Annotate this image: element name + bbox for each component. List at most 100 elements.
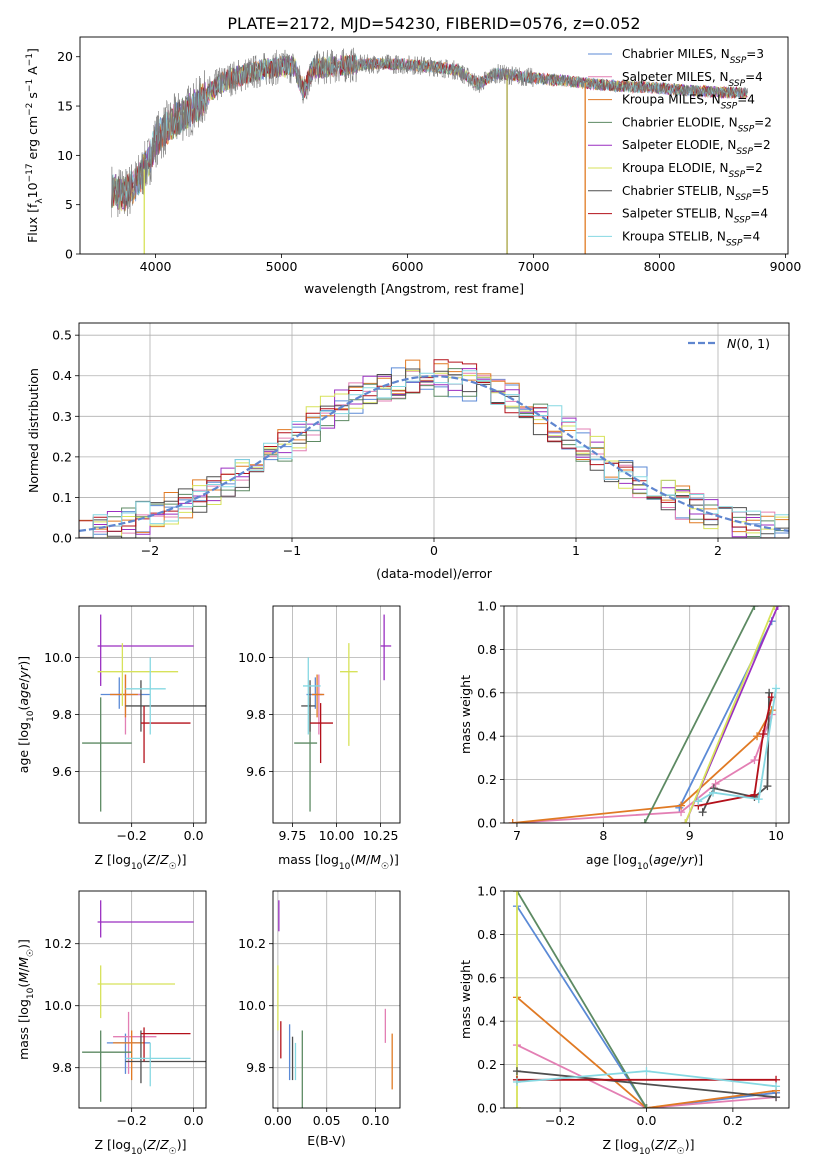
- residuals-hist-kroupa-stelib: [79, 370, 789, 538]
- age_vs_mass-axes: 9.75 10.00 10.25 9.6 9.8 10.0 mass [log10(M/M☉…: [238, 605, 401, 872]
- age_vs_mass-plot-area: [294, 614, 392, 812]
- massweight_vs_age-xtick-label: 9: [686, 828, 694, 843]
- massweight_vs_Z-xtick-label: 0.0: [637, 1113, 657, 1128]
- legend-label-salpeter-miles: Salpeter MILES, NSSP=4: [622, 70, 763, 89]
- age_vs_Z-point-chabrier-elodie: [82, 697, 132, 812]
- spectrum-data: [111, 47, 748, 218]
- massweight_vs_Z-ytick-label: 0.8: [477, 927, 497, 942]
- mass_vs_Z-plot-area: [82, 900, 206, 1102]
- age_vs_mass-ytick-label: 9.6: [246, 764, 266, 779]
- residuals-xtick-label: 2: [714, 543, 722, 558]
- age_vs_mass-point-salpeter-elodie: [380, 614, 392, 681]
- mass_vs_Z-point-salpeter-stelib: [140, 1027, 191, 1062]
- massweight-Z-xlabel: Z [log10(Z/Z☉)]: [602, 1137, 694, 1157]
- massweight_vs_age-line-kroupa-miles: [512, 709, 773, 823]
- massweight_vs_age-xtick-label: 8: [599, 828, 607, 843]
- massweight_vs_Z-ytick-label: 0.2: [477, 1057, 497, 1072]
- mass_vs_Z-frame: [78, 890, 207, 1109]
- mass_vs_Z-axes: −0.2 0.0 9.8 10.0 10.2 Z [log10(Z/Z☉)] mass [l…: [16, 890, 207, 1157]
- massweight_vs_Z-line-chabrier-stelib: [516, 1070, 777, 1099]
- massweight_vs_age-marker-kroupa-miles: [508, 819, 517, 823]
- massweight_vs_age-plot-area: [508, 606, 782, 823]
- massweight_vs_Z-line-salpeter-miles: [516, 1044, 777, 1108]
- age_vs_Z-point-salpeter-stelib: [140, 705, 191, 764]
- massweight_vs_Z-ytick-label: 1.0: [477, 884, 497, 899]
- mass_vs_Z-xtick-label: 0.0: [184, 1113, 204, 1128]
- mass_vs_Z-point-kroupa-stelib: [125, 1042, 191, 1087]
- massweight_vs_age-frame: [503, 605, 790, 824]
- residuals-xtick-label: 1: [572, 543, 580, 558]
- massweight_vs_age-marker-kroupa-stelib: [694, 797, 703, 806]
- residuals-xlabel: (data-model)/error: [376, 566, 493, 581]
- massweight_vs_Z-marker-kroupa-elodie: [512, 891, 521, 895]
- age_vs_Z-point-kroupa-elodie: [97, 643, 179, 706]
- massweight_vs_age-line-kroupa-elodie: [684, 606, 776, 823]
- massweight_vs_Z-xtick-label: −0.2: [545, 1113, 575, 1128]
- mass_vs_ebv-xtick-label: 0.00: [264, 1113, 292, 1128]
- age_vs_mass-point-salpeter-miles: [311, 674, 325, 735]
- residuals-xtick-label: −2: [141, 543, 159, 558]
- massweight_vs_age-marker-salpeter-miles: [711, 779, 720, 788]
- massweight_vs_age-ytick-label: 0.6: [477, 685, 497, 700]
- mass_vs_Z-point-chabrier-elodie: [82, 1030, 132, 1102]
- massweight_vs_Z-line-chabrier-elodie: [516, 891, 648, 1108]
- residuals-axes: −2 −1 0 1 2 0.0 0.1 0.2 0.3 0.4 0.5 (data-model)/er…: [26, 322, 790, 581]
- age_vs_mass-ytick-label: 10.0: [238, 650, 266, 665]
- legend-label-chabrier-elodie: Chabrier ELODIE, NSSP=2: [622, 115, 772, 134]
- spectrum-xtick-label: 6000: [392, 259, 424, 274]
- legend-normal-label: N(0, 1): [727, 336, 770, 351]
- spectrum-xtick-label: 8000: [644, 259, 676, 274]
- mass_vs_ebv-xtick-label: 0.10: [362, 1113, 390, 1128]
- mass_vs_ebv-plot-area: [277, 900, 393, 1108]
- massweight_vs_age-ytick-label: 0.4: [477, 729, 497, 744]
- spectrum-xtick-label: 7000: [518, 259, 550, 274]
- massweight-age-ylabel: mass weight: [458, 675, 473, 754]
- mass_vs_ebv-ytick-label: 10.2: [238, 936, 266, 951]
- massweight_vs_age-marker-salpeter-stelib: [750, 790, 759, 799]
- legend-label-kroupa-elodie: Kroupa ELODIE, NSSP=2: [622, 161, 763, 180]
- mass_vs_ebv-axes: 0.00 0.05 0.10 9.8 10.0 10.2 E(B-V): [238, 890, 401, 1148]
- massweight_vs_Z-axes: −0.2 0.0 0.2 0.0 0.2 0.4 0.6 0.8 1.0 Z [log10(Z/Z…: [458, 884, 790, 1157]
- massweight_vs_Z-ytick-label: 0.4: [477, 1014, 497, 1029]
- massweight_vs_age-marker-kroupa-stelib: [772, 684, 781, 693]
- massweight_vs_age-marker-salpeter-miles: [750, 756, 759, 765]
- age_vs_Z-plot-area: [82, 614, 206, 812]
- mass_vs_Z-xtick-label: −0.2: [116, 1113, 146, 1128]
- age_vs_Z-xtick-label: −0.2: [116, 828, 146, 843]
- massweight_vs_age-marker-kroupa-miles: [677, 801, 686, 810]
- age_vs_mass-point-kroupa-miles: [311, 674, 325, 718]
- residuals-ytick-label: 0.4: [52, 368, 72, 383]
- massweight_vs_age-line-kroupa-stelib: [697, 688, 777, 803]
- legend-label-chabrier-miles: Chabrier MILES, NSSP=3: [622, 47, 764, 66]
- massweight_vs_Z-marker-kroupa-elodie: [512, 1104, 521, 1108]
- massweight_vs_age-marker-salpeter-elodie: [773, 606, 782, 610]
- legend-label-kroupa-miles: Kroupa MILES, NSSP=4: [622, 93, 755, 112]
- age_vs_Z-ytick-label: 10.0: [44, 650, 72, 665]
- legend-label-chabrier-stelib: Chabrier STELIB, NSSP=5: [622, 184, 769, 203]
- mass-vs-Z-xlabel: Z [log10(Z/Z☉)]: [94, 1137, 186, 1157]
- massweight-age-xlabel: age [log10(age/yr)]: [586, 852, 703, 872]
- residuals-normal-curve: [79, 375, 789, 532]
- massweight_vs_age-marker-chabrier-stelib: [698, 808, 707, 817]
- age_vs_mass-xtick-label: 10.00: [319, 828, 355, 843]
- mass-vs-Z-ylabel: mass [log10(M/M☉)]: [16, 939, 36, 1060]
- mass_vs_Z-point-kroupa-elodie: [97, 965, 176, 1019]
- massweight_vs_age-marker-kroupa-miles: [753, 732, 762, 741]
- massweight_vs_Z-marker-chabrier-stelib: [772, 1093, 781, 1102]
- mass_vs_ebv-ytick-label: 10.0: [238, 998, 266, 1013]
- massweight_vs_age-ytick-label: 0.2: [477, 772, 497, 787]
- legend-label-salpeter-elodie: Salpeter ELODIE, NSSP=2: [622, 138, 771, 157]
- spectrum-xtick-label: 9000: [770, 259, 802, 274]
- mass_vs_Z-point-kroupa-miles: [113, 1030, 145, 1081]
- mass_vs_Z-point-salpeter-elodie: [97, 900, 194, 938]
- spectrum-xtick-label: 4000: [140, 259, 172, 274]
- spectrum-ytick-label: 5: [65, 197, 73, 212]
- massweight_vs_age-line-salpeter-stelib: [698, 696, 773, 807]
- massweight_vs_age-marker-chabrier-stelib: [763, 782, 772, 791]
- massweight_vs_age-ytick-label: 0.0: [477, 816, 497, 831]
- massweight_vs_age-marker-chabrier-stelib: [709, 784, 718, 793]
- massweight_vs_age-marker-chabrier-elodie: [750, 606, 759, 610]
- massweight_vs_Z-marker-kroupa-stelib: [772, 1082, 781, 1091]
- massweight_vs_Z-marker-chabrier-stelib: [512, 1067, 521, 1076]
- age_vs_mass-point-salpeter-stelib: [310, 703, 333, 764]
